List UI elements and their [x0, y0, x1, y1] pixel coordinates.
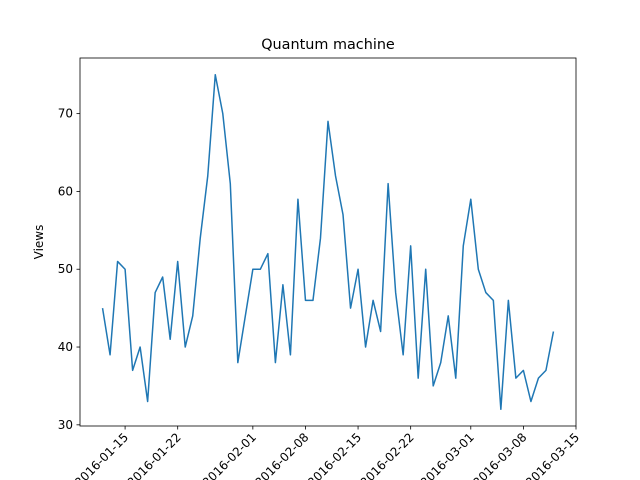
plot-frame — [79, 57, 577, 427]
y-tick-label: 70 — [58, 107, 73, 121]
y-tick-label: 50 — [58, 262, 73, 276]
y-tick-label: 60 — [58, 184, 73, 198]
y-tick-label: 30 — [58, 418, 73, 432]
chart-title: Quantum machine — [261, 37, 395, 53]
line — [101, 73, 555, 411]
y-tick-label: 40 — [58, 340, 73, 354]
y-axis-label: Views — [32, 225, 46, 260]
